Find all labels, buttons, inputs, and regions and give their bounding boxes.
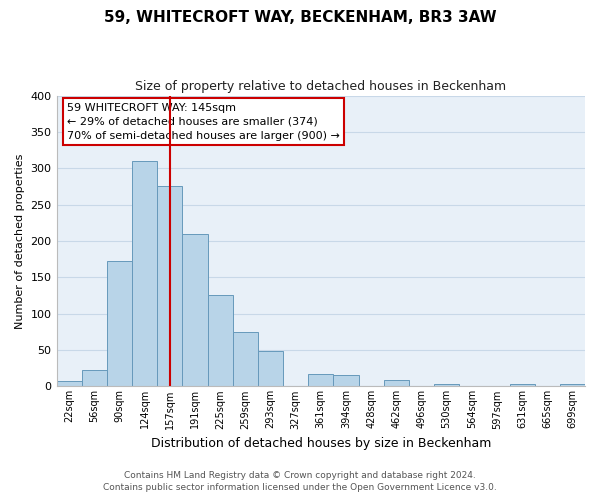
Title: Size of property relative to detached houses in Beckenham: Size of property relative to detached ho… [135,80,506,93]
Bar [82,370,107,386]
Bar [383,380,409,386]
Bar [258,352,283,386]
Bar [157,186,182,386]
Bar [560,384,585,386]
Bar [208,295,233,386]
Bar [56,380,82,386]
Text: Contains HM Land Registry data © Crown copyright and database right 2024.
Contai: Contains HM Land Registry data © Crown c… [103,471,497,492]
Bar [308,374,334,386]
Bar [334,375,359,386]
Text: 59 WHITECROFT WAY: 145sqm
← 29% of detached houses are smaller (374)
70% of semi: 59 WHITECROFT WAY: 145sqm ← 29% of detac… [67,103,340,141]
Bar [182,234,208,386]
Bar [132,161,157,386]
X-axis label: Distribution of detached houses by size in Beckenham: Distribution of detached houses by size … [151,437,491,450]
Bar [509,384,535,386]
Text: 59, WHITECROFT WAY, BECKENHAM, BR3 3AW: 59, WHITECROFT WAY, BECKENHAM, BR3 3AW [104,10,496,25]
Y-axis label: Number of detached properties: Number of detached properties [15,154,25,328]
Bar [107,260,132,386]
Bar [233,332,258,386]
Bar [434,384,459,386]
